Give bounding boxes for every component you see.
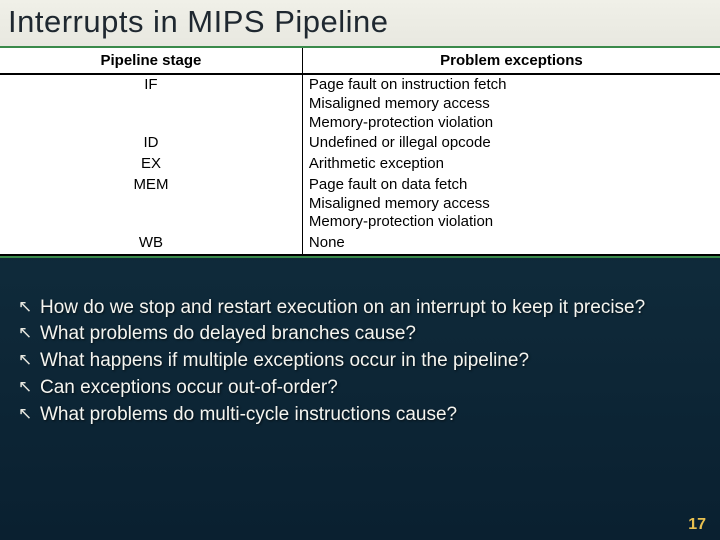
bullet-item: ↖Can exceptions occur out-of-order? xyxy=(18,376,706,401)
exception-line: Arithmetic exception xyxy=(309,155,712,174)
bullet-text: What problems do multi-cycle instruction… xyxy=(40,403,706,428)
table-row: EX Arithmetic exception xyxy=(0,154,720,175)
exception-line: Page fault on data fetch xyxy=(309,176,712,195)
stage-cell: IF xyxy=(0,74,302,133)
bullet-item: ↖What problems do multi-cycle instructio… xyxy=(18,403,706,428)
exception-line: Memory-protection violation xyxy=(309,213,712,232)
exceptions-table: Pipeline stage Problem exceptions IFPage… xyxy=(0,48,720,256)
exception-line: None xyxy=(309,234,712,253)
stage-cell: MEM xyxy=(0,175,302,233)
stage-cell: WB xyxy=(0,233,302,255)
slide-title: Interrupts in MIPS Pipeline xyxy=(8,4,712,40)
exception-line: Misaligned memory access xyxy=(309,195,712,214)
table-row: ID Undefined or illegal opcode xyxy=(0,133,720,154)
table-row: IFPage fault on instruction fetchMisalig… xyxy=(0,74,720,133)
bullet-marker-icon: ↖ xyxy=(18,322,40,345)
table-row: MEMPage fault on data fetchMisaligned me… xyxy=(0,175,720,233)
bullet-marker-icon: ↖ xyxy=(18,296,40,319)
bullet-text: What problems do delayed branches cause? xyxy=(40,322,706,347)
bullet-item: ↖What happens if multiple exceptions occ… xyxy=(18,349,706,374)
exception-line: Page fault on instruction fetch xyxy=(309,76,712,95)
exception-line: Undefined or illegal opcode xyxy=(309,134,712,153)
col-header-problems: Problem exceptions xyxy=(302,48,720,74)
problems-cell: Page fault on data fetchMisaligned memor… xyxy=(302,175,720,233)
bullet-text: Can exceptions occur out-of-order? xyxy=(40,376,706,401)
problems-cell: Page fault on instruction fetchMisaligne… xyxy=(302,74,720,133)
bullet-text: What happens if multiple exceptions occu… xyxy=(40,349,706,374)
problems-cell: Arithmetic exception xyxy=(302,154,720,175)
stage-cell: EX xyxy=(0,154,302,175)
bullet-item: ↖How do we stop and restart execution on… xyxy=(18,296,706,321)
bullet-list: ↖How do we stop and restart execution on… xyxy=(0,296,720,427)
page-number: 17 xyxy=(688,516,706,534)
problems-cell: None xyxy=(302,233,720,255)
bullet-text: How do we stop and restart execution on … xyxy=(40,296,706,321)
stage-cell: ID xyxy=(0,133,302,154)
table-row: WB None xyxy=(0,233,720,255)
bullet-marker-icon: ↖ xyxy=(18,376,40,399)
exception-line: Misaligned memory access xyxy=(309,95,712,114)
exceptions-table-wrap: Pipeline stage Problem exceptions IFPage… xyxy=(0,48,720,258)
problems-cell: Undefined or illegal opcode xyxy=(302,133,720,154)
bullet-marker-icon: ↖ xyxy=(18,403,40,426)
title-bar: Interrupts in MIPS Pipeline xyxy=(0,0,720,48)
col-header-stage: Pipeline stage xyxy=(0,48,302,74)
bullet-marker-icon: ↖ xyxy=(18,349,40,372)
bullet-item: ↖What problems do delayed branches cause… xyxy=(18,322,706,347)
exception-line: Memory-protection violation xyxy=(309,114,712,133)
